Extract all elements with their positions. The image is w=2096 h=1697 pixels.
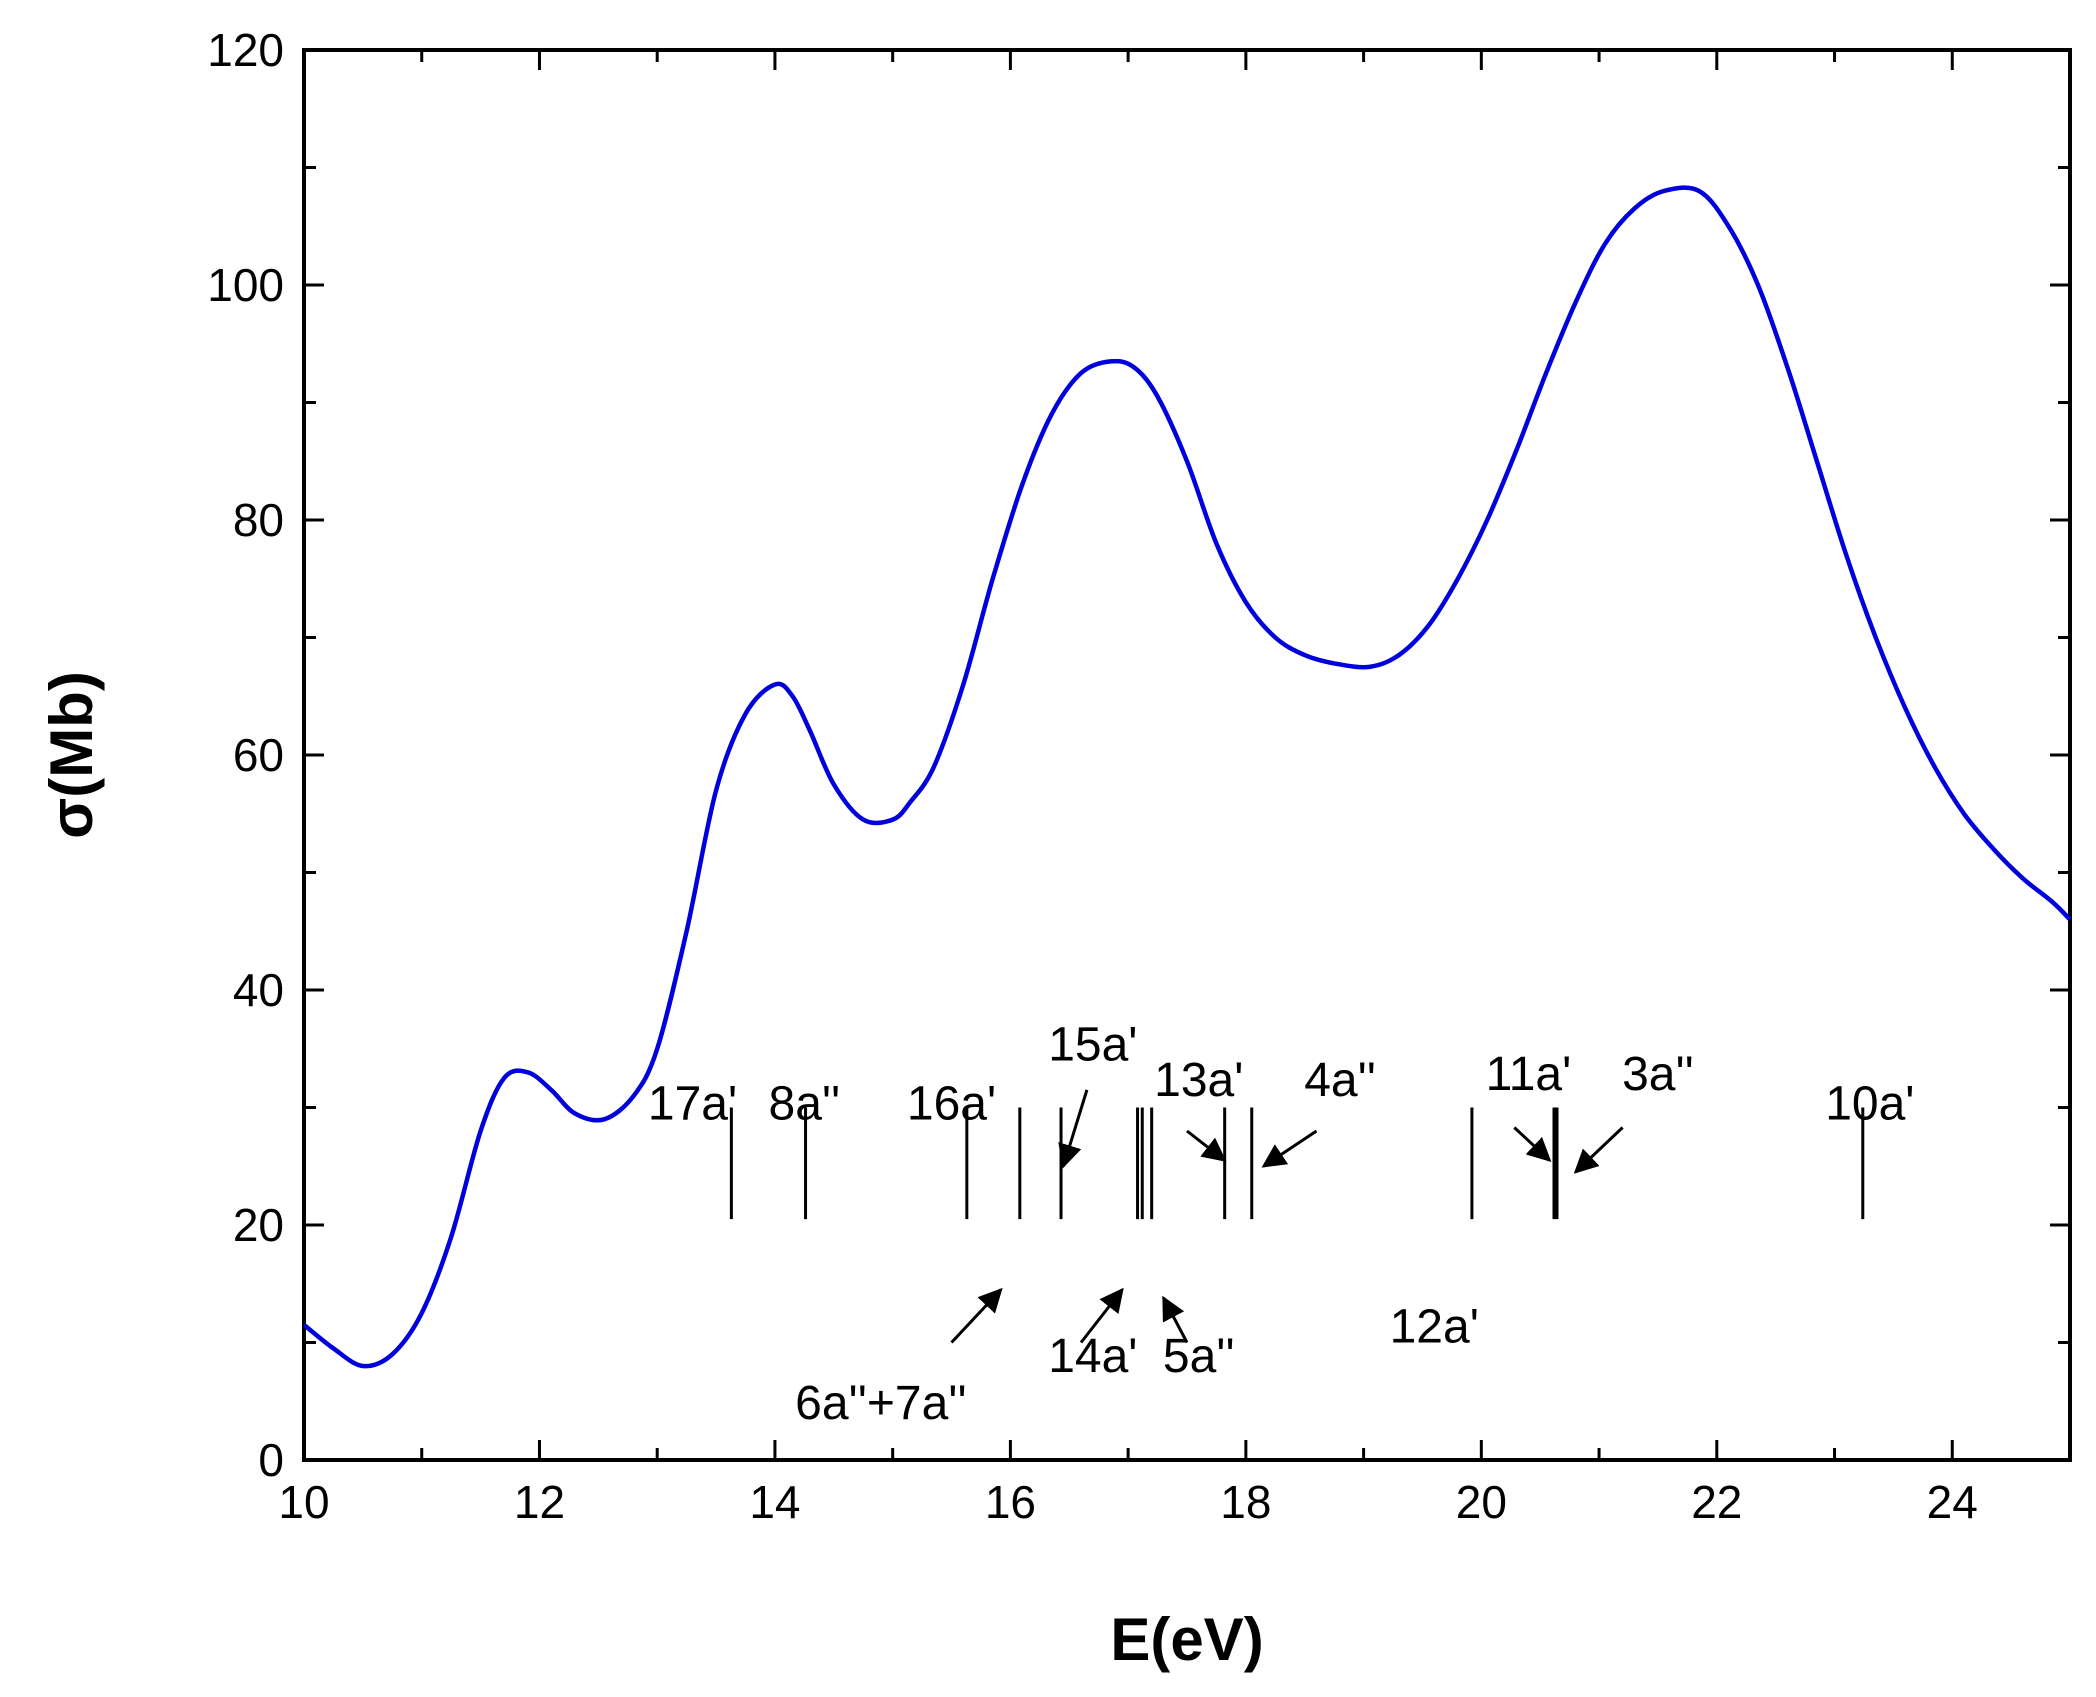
x-tick-label: 20 xyxy=(1456,1476,1507,1528)
label-10a: 10a' xyxy=(1825,1077,1914,1130)
orbital-energy-lines xyxy=(729,1107,1865,1220)
label-16a: 16a' xyxy=(907,1077,996,1130)
x-tick-label: 10 xyxy=(278,1476,329,1528)
annotation-arrow xyxy=(1513,1126,1552,1163)
x-tick-label: 24 xyxy=(1927,1476,1978,1528)
orbital-annotations: 17a' 8a'' 16a' 15a' 13a' 4a'' 11a' 3a'' … xyxy=(648,1019,1915,1430)
x-axis-tick-labels: 10 12 14 16 18 20 22 24 xyxy=(278,1476,1977,1528)
y-tick-label: 120 xyxy=(207,24,284,76)
y-tick-label: 60 xyxy=(233,729,284,781)
annotation-arrow xyxy=(1079,1287,1124,1344)
x-tick-label: 12 xyxy=(514,1476,565,1528)
cross-section-curve xyxy=(302,185,2072,1369)
label-11a: 11a' xyxy=(1486,1048,1572,1101)
label-3a2: 3a'' xyxy=(1622,1048,1694,1101)
label-5a2: 5a'' xyxy=(1163,1330,1235,1383)
annotation-arrow xyxy=(950,1287,1003,1344)
y-tick-label: 80 xyxy=(233,494,284,546)
y-axis-tick-labels: 0 20 40 60 80 100 120 xyxy=(207,24,284,1486)
label-15a: 15a' xyxy=(1048,1019,1137,1072)
x-axis-ticks xyxy=(302,50,2072,1460)
annotation-arrow xyxy=(1186,1129,1227,1162)
y-axis-ticks xyxy=(304,48,2070,1462)
plot-frame xyxy=(302,48,2072,1462)
y-tick-label: 100 xyxy=(207,259,284,311)
x-tick-label: 22 xyxy=(1691,1476,1742,1528)
label-12a: 12a' xyxy=(1390,1301,1479,1354)
x-tick-label: 14 xyxy=(749,1476,800,1528)
label-6a2-7a2: 6a''+7a'' xyxy=(795,1377,966,1430)
label-17a: 17a' xyxy=(648,1077,737,1130)
annotation-arrows xyxy=(950,1089,1624,1344)
y-tick-label: 40 xyxy=(233,964,284,1016)
annotation-arrow xyxy=(1162,1295,1189,1344)
annotation-arrow xyxy=(1573,1126,1624,1174)
x-tick-label: 18 xyxy=(1220,1476,1271,1528)
x-axis-title: E(eV) xyxy=(1110,1606,1263,1673)
y-axis-title: σ(Mb) xyxy=(38,671,105,839)
annotation-arrow xyxy=(1261,1129,1318,1168)
x-tick-label: 16 xyxy=(985,1476,1036,1528)
annotation-arrow xyxy=(1058,1089,1089,1169)
y-tick-label: 20 xyxy=(233,1199,284,1251)
label-14a: 14a' xyxy=(1048,1330,1137,1383)
label-13a: 13a' xyxy=(1154,1054,1243,1107)
label-8a2: 8a'' xyxy=(769,1077,841,1130)
y-tick-label: 0 xyxy=(258,1434,284,1486)
label-4a2: 4a'' xyxy=(1304,1054,1376,1107)
